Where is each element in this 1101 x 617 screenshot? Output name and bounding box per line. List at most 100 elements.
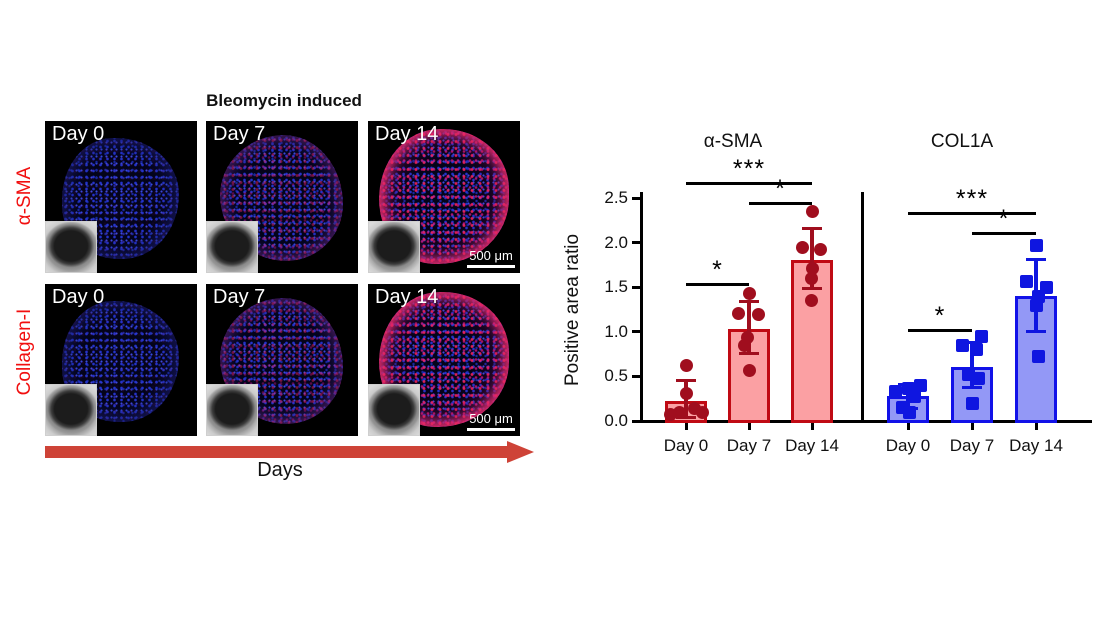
significance-bracket <box>686 282 749 286</box>
scale-bar-line <box>467 428 515 431</box>
panel-title: COL1A <box>930 131 994 152</box>
data-point <box>1029 238 1043 252</box>
timeline-label: Days <box>257 459 303 481</box>
y-tick-label: 2.5 <box>604 188 628 207</box>
data-point <box>965 396 979 410</box>
data-point <box>751 308 765 322</box>
scale-bar-label: 500 μm <box>469 411 513 426</box>
y-tick-label: 2.0 <box>604 232 628 252</box>
y-tick-label: 1.5 <box>604 277 628 297</box>
panel-title: α-SMA <box>703 131 763 152</box>
spheroid-brightfield <box>207 385 257 435</box>
x-tick <box>810 423 814 430</box>
timeline-arrow-body <box>45 446 507 458</box>
data-point <box>813 243 827 257</box>
data-point <box>742 363 756 377</box>
spheroid-brightfield <box>369 222 419 272</box>
data-point <box>679 386 693 400</box>
y-axis-line <box>640 192 643 423</box>
data-point <box>907 389 921 403</box>
x-tick-label: Day 0 <box>663 436 709 455</box>
x-axis-line <box>640 420 1092 423</box>
timeline-arrow-head <box>507 441 534 463</box>
y-tick <box>632 374 641 378</box>
data-point <box>974 329 988 343</box>
error-bar-line <box>747 301 751 354</box>
significance-label: *** <box>732 154 766 183</box>
scale-bar-line <box>467 265 515 268</box>
data-point <box>1031 350 1045 364</box>
data-point <box>913 378 927 392</box>
x-tick-label: Day 0 <box>885 436 931 455</box>
figure-title: Bleomycin induced <box>206 91 362 110</box>
day-tag: Day 7 <box>213 286 266 308</box>
data-point <box>804 294 818 308</box>
significance-bracket <box>908 212 1036 216</box>
x-tick <box>1034 423 1038 430</box>
fluorescence-image-collagen-day0: Day 0 <box>45 284 197 436</box>
y-tick-label: 0.5 <box>604 366 628 386</box>
spheroid-brightfield <box>46 385 96 435</box>
error-bar-cap <box>802 226 822 230</box>
significance-label: * <box>775 175 786 204</box>
y-tick <box>632 419 641 423</box>
y-tick <box>632 196 641 200</box>
data-point <box>888 385 902 399</box>
brightfield-inset <box>368 384 420 436</box>
day-tag: Day 7 <box>213 123 266 145</box>
y-tick <box>632 285 641 289</box>
significance-label: * <box>934 302 946 331</box>
brightfield-inset <box>45 221 97 273</box>
x-tick-label: Day 7 <box>726 436 772 455</box>
significance-label: *** <box>955 185 989 214</box>
error-bar-line <box>970 342 974 388</box>
y-tick-label: 1.0 <box>604 321 628 341</box>
day-tag: Day 14 <box>375 286 439 308</box>
data-point <box>695 406 709 420</box>
day-tag: Day 0 <box>52 123 105 145</box>
significance-bracket <box>686 181 812 185</box>
brightfield-inset <box>206 384 258 436</box>
data-point <box>679 359 693 373</box>
x-tick <box>747 423 751 430</box>
spheroid-brightfield <box>207 222 257 272</box>
data-point <box>902 405 916 419</box>
data-point <box>971 371 985 385</box>
error-bar-cap <box>1026 258 1046 262</box>
spheroid-brightfield <box>369 385 419 435</box>
fluorescence-image-collagen-day7: Day 7 <box>206 284 358 436</box>
x-tick-label: Day 7 <box>949 436 995 455</box>
scale-bar-label: 500 μm <box>469 248 513 263</box>
error-bar-cap <box>962 341 982 344</box>
spheroid-section-blob <box>378 291 510 427</box>
x-tick-label: Day 14 <box>785 436 839 455</box>
brightfield-inset <box>206 221 258 273</box>
x-tick <box>970 423 974 430</box>
data-point <box>1019 275 1033 289</box>
data-point <box>969 343 983 357</box>
significance-label: * <box>998 204 1010 233</box>
data-point <box>742 286 756 300</box>
error-bar-cap <box>739 351 759 355</box>
data-point <box>795 240 809 254</box>
error-bar-cap <box>676 415 696 419</box>
data-point <box>737 338 751 352</box>
x-tick <box>684 423 688 430</box>
y-tick-label: 0.0 <box>604 411 628 430</box>
fluorescence-image-collagen-day14: Day 14 500 μm <box>368 284 520 436</box>
significance-bracket <box>908 329 972 333</box>
error-bar-cap <box>676 379 696 383</box>
data-point <box>663 408 677 422</box>
data-point <box>805 204 819 218</box>
scale-bar: 500 μm <box>467 248 515 268</box>
error-bar-cap <box>962 386 982 390</box>
day-tag: Day 0 <box>52 286 105 308</box>
error-bar-cap <box>1026 330 1046 334</box>
fluorescence-image-asma-day7: Day 7 <box>206 121 358 273</box>
y-tick <box>632 241 641 245</box>
data-point <box>955 338 969 352</box>
significance-bracket <box>749 202 812 206</box>
brightfield-inset <box>45 384 97 436</box>
